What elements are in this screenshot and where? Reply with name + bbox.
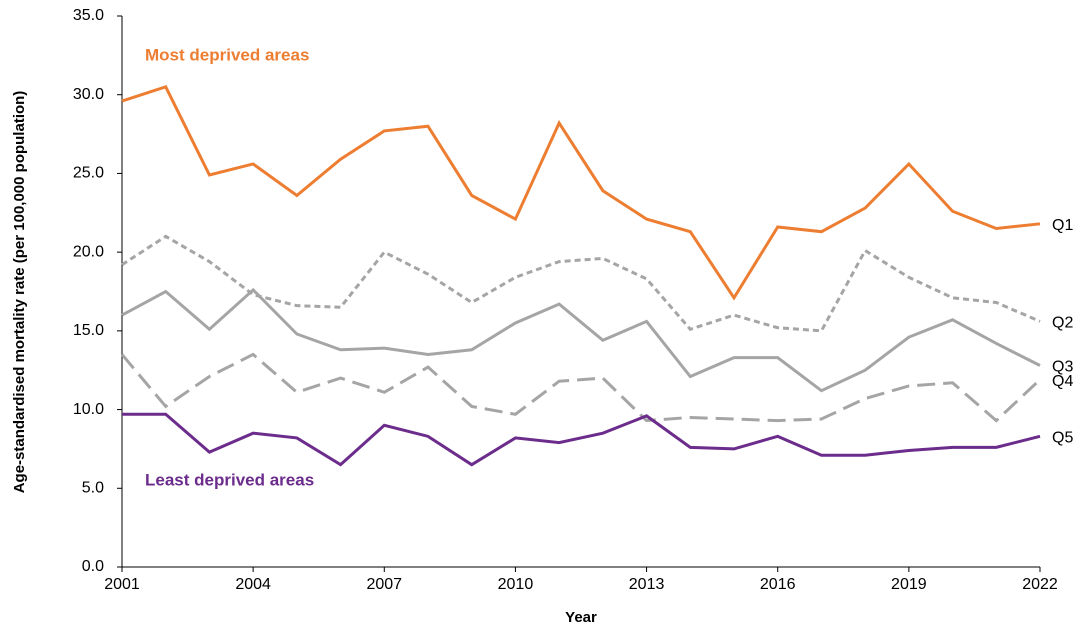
y-tick-label: 5.0	[82, 480, 104, 497]
x-tick-label: 2007	[366, 576, 402, 593]
y-tick-label: 10.0	[73, 401, 104, 418]
x-tick-label: 2001	[104, 576, 140, 593]
x-tick-label: 2016	[760, 576, 796, 593]
series-label: Q1	[1052, 217, 1073, 234]
x-tick-label: 2004	[235, 576, 271, 593]
y-tick-label: 20.0	[73, 243, 104, 260]
series-line	[121, 287, 1041, 393]
y-tick-label: 30.0	[73, 86, 104, 103]
annotation: Least deprived areas	[145, 470, 314, 489]
y-tick-label: 0.0	[82, 558, 104, 575]
series-label: Q4	[1052, 373, 1073, 390]
y-tick-label: 35.0	[73, 7, 104, 24]
y-tick-label: 25.0	[73, 165, 104, 182]
x-tick-label: 2022	[1022, 576, 1058, 593]
x-tick-label: 2010	[498, 576, 534, 593]
series-label: Q3	[1052, 359, 1073, 376]
y-tick-label: 15.0	[73, 322, 104, 339]
series-line	[121, 85, 1041, 301]
x-tick-label: 2013	[629, 576, 665, 593]
series-line	[121, 234, 1041, 333]
x-tick-label: 2019	[891, 576, 927, 593]
annotation: Most deprived areas	[145, 45, 309, 64]
y-axis-title: Age-standardised mortality rate (per 100…	[11, 91, 28, 494]
series-line	[120, 352, 1042, 423]
x-axis-title: Year	[565, 609, 597, 626]
series-line	[122, 412, 1041, 467]
series-label: Q5	[1052, 430, 1073, 447]
series-label: Q2	[1052, 315, 1073, 332]
